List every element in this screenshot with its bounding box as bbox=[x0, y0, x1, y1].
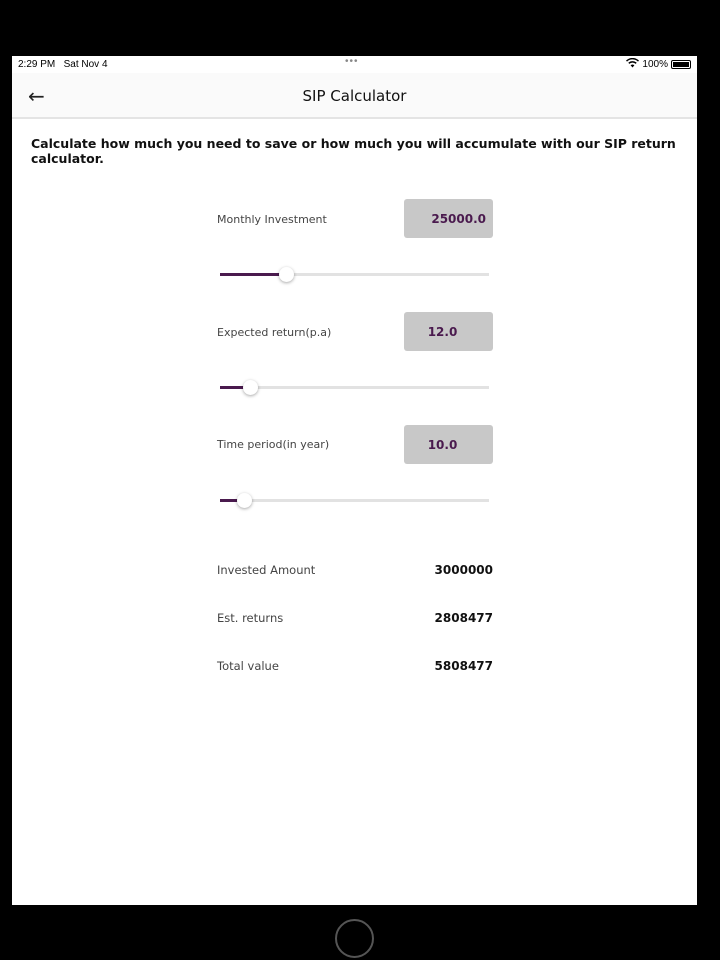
monthly-investment-label: Monthly Investment bbox=[217, 213, 327, 226]
home-button[interactable] bbox=[335, 919, 374, 958]
slider-thumb[interactable] bbox=[237, 493, 253, 508]
total-value-label: Total value bbox=[217, 659, 279, 673]
time-period-slider[interactable] bbox=[220, 493, 489, 508]
slider-thumb[interactable] bbox=[242, 380, 258, 395]
slider-thumb[interactable] bbox=[278, 267, 294, 282]
total-value-value: 5808477 bbox=[434, 659, 493, 673]
battery-icon bbox=[671, 60, 691, 69]
expected-return-input[interactable]: 12.0 bbox=[404, 312, 493, 351]
monthly-investment-slider[interactable] bbox=[220, 267, 489, 282]
invested-amount-value: 3000000 bbox=[434, 563, 493, 577]
expected-return-label: Expected return(p.a) bbox=[217, 326, 332, 339]
back-arrow-icon[interactable]: ← bbox=[28, 84, 45, 108]
slider-fill bbox=[220, 499, 245, 502]
intro-text: Calculate how much you need to save or h… bbox=[31, 136, 676, 166]
multitasking-dots-icon[interactable]: ••• bbox=[345, 56, 359, 67]
app-screen: 2:29 PM Sat Nov 4 ••• 100% ← SIP Calcula… bbox=[12, 56, 697, 905]
status-time: 2:29 PM Sat Nov 4 bbox=[18, 59, 108, 70]
status-bar: 2:29 PM Sat Nov 4 ••• 100% bbox=[12, 56, 697, 73]
expected-return-slider[interactable] bbox=[220, 380, 489, 395]
app-bar: ← SIP Calculator bbox=[12, 73, 697, 119]
time-period-label: Time period(in year) bbox=[217, 438, 330, 451]
time-period-input[interactable]: 10.0 bbox=[404, 425, 493, 464]
monthly-investment-input[interactable]: 25000.0 bbox=[404, 199, 493, 238]
battery-percent: 100% bbox=[642, 59, 668, 70]
time: 2:29 PM bbox=[18, 59, 56, 70]
slider-fill bbox=[220, 273, 286, 276]
status-right: 100% bbox=[626, 57, 691, 71]
invested-amount-label: Invested Amount bbox=[217, 563, 316, 577]
date: Sat Nov 4 bbox=[63, 59, 108, 70]
est-returns-value: 2808477 bbox=[434, 611, 493, 625]
wifi-icon bbox=[626, 57, 640, 71]
est-returns-label: Est. returns bbox=[217, 611, 284, 625]
page-title: SIP Calculator bbox=[302, 87, 407, 105]
slider-fill bbox=[220, 386, 250, 389]
